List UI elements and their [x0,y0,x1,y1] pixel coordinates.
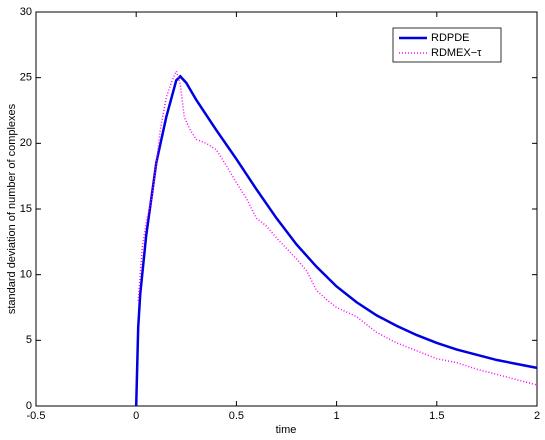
x-tick-label: 2 [534,410,540,422]
x-axis-label: time [276,424,297,436]
y-tick-label: 25 [20,72,32,84]
y-tick-label: 15 [20,203,32,215]
x-tick-label: 1.5 [429,410,444,422]
y-tick-label: 0 [26,400,32,412]
x-tick-label: -0.5 [27,410,46,422]
x-tick-label: 0.5 [229,410,244,422]
legend-label: RDMEX−τ [431,47,482,59]
y-tick-label: 5 [26,334,32,346]
x-tick-label: 1 [334,410,340,422]
legend-box [392,27,502,63]
y-tick-label: 30 [20,6,32,18]
y-axis-label: standard deviation of number of complexe… [6,103,18,314]
legend-label: RDPDE [431,32,470,44]
data-line [137,68,538,386]
x-tick-label: 0 [133,410,139,422]
y-tick-label: 10 [20,269,32,281]
y-tick-label: 20 [20,137,32,149]
data-line [134,74,538,407]
